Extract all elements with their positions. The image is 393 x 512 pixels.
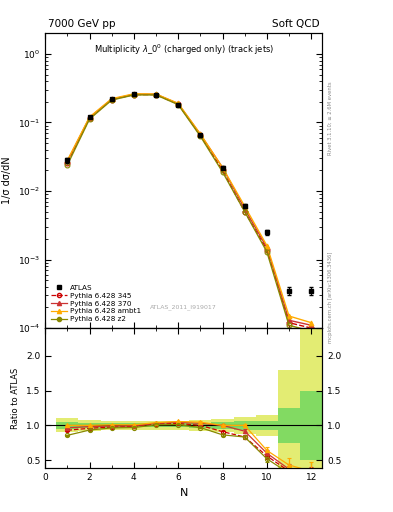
Pythia 6.428 370 bbox=[242, 206, 247, 212]
Pythia 6.428 z2 bbox=[87, 116, 92, 122]
Pythia 6.428 345 bbox=[109, 97, 114, 103]
Pythia 6.428 z2 bbox=[109, 97, 114, 103]
Text: Multiplicity $\lambda\_0^0$ (charged only) (track jets): Multiplicity $\lambda\_0^0$ (charged onl… bbox=[94, 42, 274, 56]
Pythia 6.428 345 bbox=[220, 167, 225, 174]
Pythia 6.428 z2 bbox=[154, 92, 158, 98]
Line: Pythia 6.428 z2: Pythia 6.428 z2 bbox=[65, 93, 314, 334]
Line: Pythia 6.428 370: Pythia 6.428 370 bbox=[65, 92, 314, 328]
Pythia 6.428 ambt1 bbox=[264, 243, 269, 249]
Pythia 6.428 z2 bbox=[198, 133, 203, 139]
Pythia 6.428 370 bbox=[87, 115, 92, 121]
Pythia 6.428 ambt1 bbox=[109, 96, 114, 102]
Pythia 6.428 z2 bbox=[176, 101, 180, 108]
Pythia 6.428 ambt1 bbox=[286, 313, 291, 319]
Pythia 6.428 345 bbox=[242, 208, 247, 215]
Pythia 6.428 345 bbox=[176, 101, 180, 107]
Pythia 6.428 370 bbox=[286, 317, 291, 324]
X-axis label: N: N bbox=[180, 488, 188, 498]
Pythia 6.428 345 bbox=[65, 159, 70, 165]
Pythia 6.428 345 bbox=[309, 325, 314, 331]
Pythia 6.428 370 bbox=[264, 244, 269, 250]
Pythia 6.428 370 bbox=[154, 91, 158, 97]
Pythia 6.428 370 bbox=[65, 158, 70, 164]
Text: ATLAS_2011_I919017: ATLAS_2011_I919017 bbox=[151, 305, 217, 310]
Pythia 6.428 ambt1 bbox=[198, 131, 203, 137]
Pythia 6.428 z2 bbox=[65, 162, 70, 168]
Pythia 6.428 ambt1 bbox=[176, 100, 180, 106]
Line: Pythia 6.428 ambt1: Pythia 6.428 ambt1 bbox=[65, 91, 314, 325]
Pythia 6.428 z2 bbox=[286, 322, 291, 328]
Pythia 6.428 z2 bbox=[242, 208, 247, 215]
Pythia 6.428 345 bbox=[286, 319, 291, 326]
Pythia 6.428 z2 bbox=[264, 249, 269, 255]
Pythia 6.428 z2 bbox=[220, 169, 225, 175]
Pythia 6.428 370 bbox=[220, 164, 225, 170]
Text: 7000 GeV pp: 7000 GeV pp bbox=[48, 19, 116, 29]
Pythia 6.428 ambt1 bbox=[65, 157, 70, 163]
Line: Pythia 6.428 345: Pythia 6.428 345 bbox=[65, 92, 314, 331]
Pythia 6.428 ambt1 bbox=[220, 164, 225, 170]
Pythia 6.428 ambt1 bbox=[154, 91, 158, 97]
Legend: ATLAS, Pythia 6.428 345, Pythia 6.428 370, Pythia 6.428 ambt1, Pythia 6.428 z2: ATLAS, Pythia 6.428 345, Pythia 6.428 37… bbox=[49, 283, 143, 325]
Pythia 6.428 370 bbox=[309, 322, 314, 328]
Pythia 6.428 370 bbox=[132, 91, 136, 97]
Pythia 6.428 345 bbox=[264, 246, 269, 252]
Pythia 6.428 ambt1 bbox=[242, 203, 247, 209]
Pythia 6.428 345 bbox=[198, 132, 203, 138]
Text: mcplots.cern.ch [arXiv:1306.3436]: mcplots.cern.ch [arXiv:1306.3436] bbox=[328, 251, 333, 343]
Pythia 6.428 z2 bbox=[309, 328, 314, 334]
Pythia 6.428 ambt1 bbox=[309, 319, 314, 326]
Pythia 6.428 370 bbox=[198, 131, 203, 137]
Y-axis label: 1/σ dσ/dN: 1/σ dσ/dN bbox=[2, 157, 12, 204]
Y-axis label: Ratio to ATLAS: Ratio to ATLAS bbox=[11, 368, 20, 429]
Text: Soft QCD: Soft QCD bbox=[272, 19, 320, 29]
Pythia 6.428 370 bbox=[176, 100, 180, 106]
Pythia 6.428 345 bbox=[154, 92, 158, 98]
Pythia 6.428 345 bbox=[132, 92, 136, 98]
Pythia 6.428 z2 bbox=[132, 92, 136, 98]
Pythia 6.428 ambt1 bbox=[132, 91, 136, 97]
Pythia 6.428 345 bbox=[87, 115, 92, 121]
Pythia 6.428 ambt1 bbox=[87, 114, 92, 120]
Pythia 6.428 370 bbox=[109, 96, 114, 102]
Text: Rivet 3.1.10; ≥ 2.6M events: Rivet 3.1.10; ≥ 2.6M events bbox=[328, 81, 333, 155]
